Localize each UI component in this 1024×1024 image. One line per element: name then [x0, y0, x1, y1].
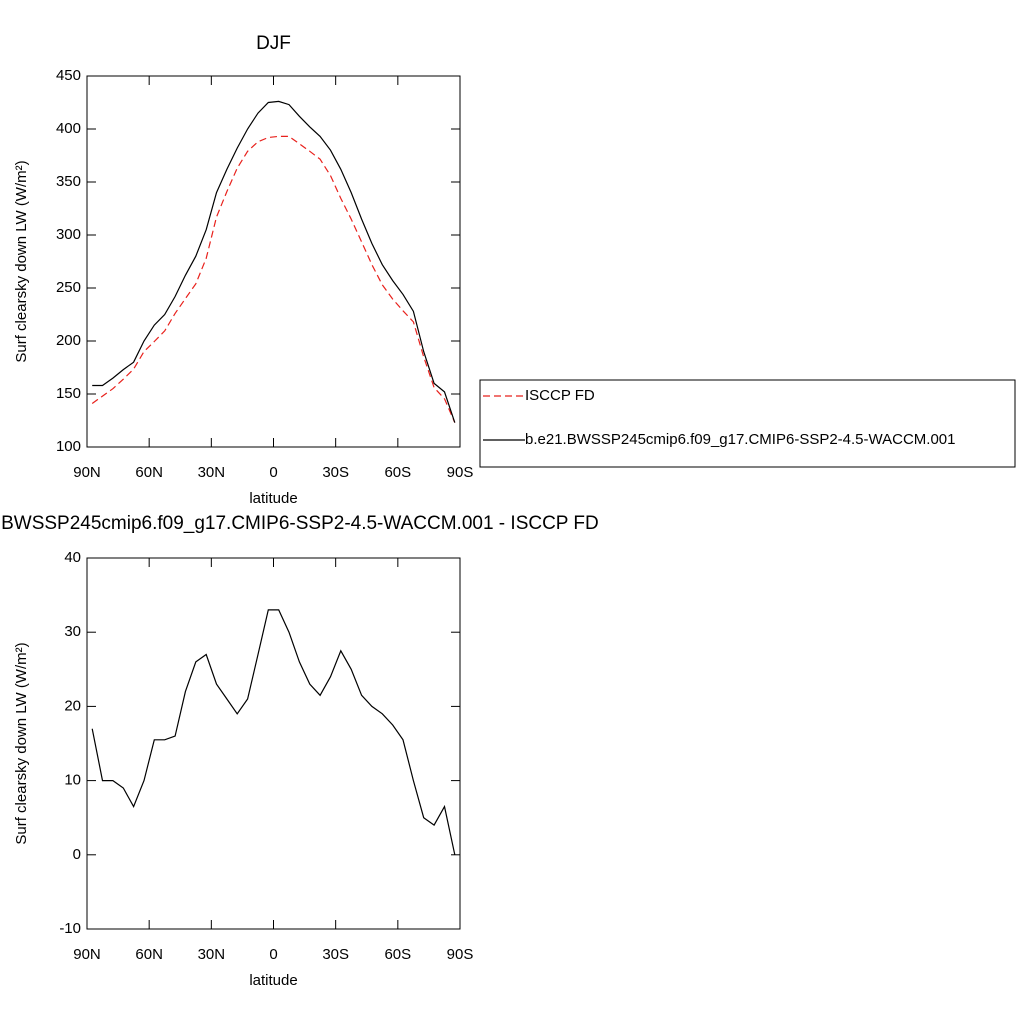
x-tick-label: 90N — [73, 464, 101, 481]
x-tick-label: 90S — [447, 464, 474, 481]
plot-frame — [86, 557, 461, 930]
chart-title: DJF — [256, 33, 291, 54]
y-tick-label: 20 — [64, 697, 81, 714]
y-tick-label: 30 — [64, 623, 81, 640]
x-tick-label: 90S — [447, 946, 474, 963]
x-axis-label: latitude — [249, 490, 297, 507]
x-tick-label: 60N — [135, 464, 163, 481]
x-axis-label: latitude — [249, 972, 297, 989]
y-tick-label: 10 — [64, 772, 81, 789]
x-tick-label: 60N — [135, 946, 163, 963]
legend-label: b.e21.BWSSP245cmip6.f09_g17.CMIP6-SSP2-4… — [525, 431, 955, 448]
y-tick-label: 150 — [56, 385, 81, 402]
y-tick-label: 350 — [56, 173, 81, 190]
x-tick-label: 0 — [269, 946, 277, 963]
y-tick-label: 200 — [56, 332, 81, 349]
y-tick-label: 0 — [73, 846, 81, 863]
y-axis-label: Surf clearsky down LW (W/m²) — [13, 160, 30, 362]
x-tick-label: 30S — [322, 946, 349, 963]
legend-box — [479, 379, 1016, 468]
x-tick-label: 60S — [384, 464, 411, 481]
x-tick-label: 0 — [269, 464, 277, 481]
data-line — [91, 135, 456, 423]
x-tick-label: 30S — [322, 464, 349, 481]
x-tick-label: 30N — [198, 946, 226, 963]
x-tick-label: 30N — [198, 464, 226, 481]
data-line — [92, 100, 456, 423]
y-tick-label: 40 — [64, 549, 81, 566]
data-line — [91, 609, 456, 855]
y-tick-label: -10 — [59, 920, 81, 937]
y-tick-label: 400 — [56, 120, 81, 137]
y-tick-label: 450 — [56, 67, 81, 84]
y-tick-label: 250 — [56, 279, 81, 296]
x-tick-label: 90N — [73, 946, 101, 963]
legend-label: ISCCP FD — [525, 387, 595, 404]
x-tick-label: 60S — [384, 946, 411, 963]
y-axis-label: Surf clearsky down LW (W/m²) — [13, 642, 30, 844]
y-tick-label: 100 — [56, 438, 81, 455]
plot-frame — [86, 75, 461, 448]
chart-title: b.e21.BWSSP245cmip6.f09_g17.CMIP6-SSP2-4… — [0, 513, 599, 534]
y-tick-label: 300 — [56, 226, 81, 243]
